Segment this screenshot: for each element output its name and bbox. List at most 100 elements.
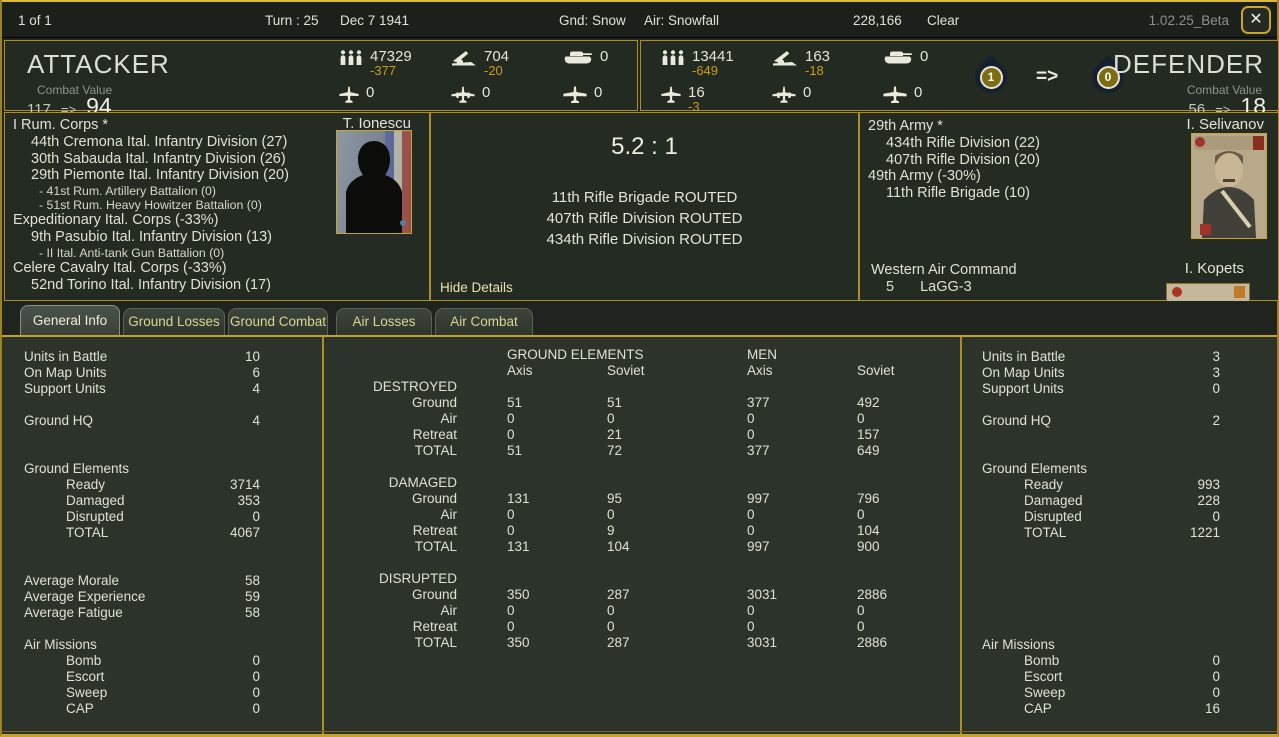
hex-weather: Clear xyxy=(927,13,960,28)
tab-ground-losses[interactable]: Ground Losses xyxy=(123,308,225,335)
attacker-unit[interactable]: 44th Cremona Ital. Infantry Division (27… xyxy=(31,133,288,150)
attacker-unit[interactable]: 52nd Torino Ital. Infantry Division (17) xyxy=(31,276,271,293)
defender-leader-name: I. Selivanov xyxy=(1186,116,1264,133)
column-header: Soviet xyxy=(857,363,895,378)
defender-unit[interactable]: 407th Rifle Division (20) xyxy=(886,151,1040,168)
close-button[interactable]: ✕ xyxy=(1241,6,1271,34)
stat-value: 3 xyxy=(1212,365,1220,380)
stat-value: 0 xyxy=(252,701,260,716)
fort-level-before: 1 xyxy=(979,65,1003,89)
attacker-guns-loss: -20 xyxy=(484,63,503,78)
column-divider xyxy=(322,337,324,734)
cell: 0 xyxy=(857,603,865,618)
stat-value: 353 xyxy=(237,493,260,508)
stat-row: Average Fatigue 58 xyxy=(24,605,260,621)
tab-ground-combat[interactable]: Ground Combat xyxy=(228,308,328,335)
battle-outcome: 407th Rifle Division ROUTED xyxy=(546,210,743,227)
cell: 104 xyxy=(607,539,630,554)
stat-label: On Map Units xyxy=(24,365,107,380)
cell: 3031 xyxy=(747,635,778,650)
cell: 350 xyxy=(507,635,530,650)
stat-value: 0 xyxy=(252,685,260,700)
attacker-support-unit[interactable]: - 51st Rum. Heavy Howitzer Battalion (0) xyxy=(39,198,262,213)
stat-row: Disrupted 0 xyxy=(982,509,1220,525)
defender-unit[interactable]: 49th Army (-30%) xyxy=(868,168,981,185)
stat-label: Support Units xyxy=(24,381,106,396)
defender-guns-loss: -18 xyxy=(805,63,824,78)
cell: 287 xyxy=(607,635,630,650)
fort-level-after-badge: 0 xyxy=(1092,61,1124,93)
battle-outcomes: 11th Rifle Brigade ROUTED 407th Rifle Di… xyxy=(431,187,858,250)
ground-weather: Gnd: Snow xyxy=(559,13,626,28)
cell: 0 xyxy=(507,507,515,522)
stat-row: Sweep 0 xyxy=(24,685,260,701)
tab-air-losses[interactable]: Air Losses xyxy=(336,308,432,335)
defender-men-loss: -649 xyxy=(692,63,719,78)
stat-row: On Map Units 3 xyxy=(982,365,1220,381)
stat-label: Units in Battle xyxy=(24,349,108,364)
defender-unit[interactable]: 29th Army * xyxy=(868,118,943,134)
defender-cv-label: Combat Value xyxy=(1186,83,1262,97)
hide-details-link[interactable]: Hide Details xyxy=(440,280,513,295)
cell: 0 xyxy=(747,603,755,618)
section-title: DAMAGED xyxy=(388,475,457,490)
attacker-bombers-value: 0 xyxy=(594,84,603,101)
stat-row: Units in Battle 10 xyxy=(24,349,260,365)
stat-value: 4 xyxy=(252,381,260,396)
cell: 377 xyxy=(747,443,770,458)
stat-label: TOTAL xyxy=(66,525,109,540)
cell: 350 xyxy=(507,587,530,602)
defender-title: DEFENDER xyxy=(1112,49,1264,79)
stat-value: 4 xyxy=(252,413,260,428)
air-group-row[interactable]: 5 LaGG-3 xyxy=(886,279,972,295)
defender-fighters-stat: 16 -3 xyxy=(661,85,772,114)
stat-section-header: Ground Elements xyxy=(24,461,260,477)
stat-value: 0 xyxy=(252,669,260,684)
cell: 796 xyxy=(857,491,880,506)
defender-unit[interactable]: 11th Rifle Brigade (10) xyxy=(886,185,1031,202)
cell: 0 xyxy=(507,523,515,538)
attacker-unit[interactable]: I Rum. Corps * xyxy=(13,117,109,133)
attacker-support-unit[interactable]: - II Ital. Anti-tank Gun Battalion (0) xyxy=(39,245,225,260)
attacker-unit[interactable]: Celere Cavalry Ital. Corps (-33%) xyxy=(13,259,227,276)
cell: 900 xyxy=(857,539,880,554)
stat-label: Average Fatigue xyxy=(24,605,123,620)
attacker-support-unit[interactable]: - 41st Rum. Artillery Battalion (0) xyxy=(39,184,216,199)
fort-level-after: 0 xyxy=(1096,65,1120,89)
stat-row: Damaged 353 xyxy=(24,493,260,509)
attacker-unit[interactable]: 9th Pasubio Ital. Infantry Division (13) xyxy=(31,228,272,245)
row-label: Air xyxy=(440,507,458,522)
bomber-icon xyxy=(883,86,907,109)
cell: 0 xyxy=(747,619,755,634)
cell: 157 xyxy=(857,427,880,442)
tank-icon xyxy=(563,50,593,70)
tab-air-combat[interactable]: Air Combat xyxy=(435,308,533,335)
defender-afv-stat: 0 xyxy=(883,49,979,85)
stat-label: Disrupted xyxy=(66,509,124,524)
attacker-unit[interactable]: 29th Piemonte Ital. Infantry Division (2… xyxy=(31,167,289,184)
defender-force-stats: 13441 -649 163 -18 0 16 -3 0 0 xyxy=(661,49,979,114)
cell: 0 xyxy=(507,427,515,442)
defender-guns-stat: 163 -18 xyxy=(772,49,883,85)
attacker-unit[interactable]: 30th Sabauda Ital. Infantry Division (26… xyxy=(31,150,286,167)
cell: 0 xyxy=(607,507,615,522)
tab-general-info[interactable]: General Info xyxy=(20,305,120,335)
attacker-unit[interactable]: Expeditionary Ital. Corps (-33%) xyxy=(13,212,219,229)
row-label: Air xyxy=(440,411,458,426)
men-icon xyxy=(339,50,363,70)
defender-unit[interactable]: 434th Rifle Division (22) xyxy=(886,134,1040,151)
stat-label: On Map Units xyxy=(982,365,1065,380)
cell: 997 xyxy=(747,539,770,554)
cell: 377 xyxy=(747,395,770,410)
stat-label: Support Units xyxy=(982,381,1064,396)
table-row: Air 0 0 0 0 xyxy=(324,507,960,523)
table-row: TOTAL 350 287 3031 2886 xyxy=(324,635,960,651)
stat-row: Ready 993 xyxy=(982,477,1220,493)
hex-coordinates: 228,166 xyxy=(853,13,902,28)
leader-photo xyxy=(1192,134,1266,238)
row-label: Ground xyxy=(411,395,457,410)
attacker-summary-column: Units in Battle 10 On Map Units 6 Support … xyxy=(4,337,322,735)
stat-row: Support Units 0 xyxy=(982,381,1220,397)
row-label: TOTAL xyxy=(414,443,457,458)
